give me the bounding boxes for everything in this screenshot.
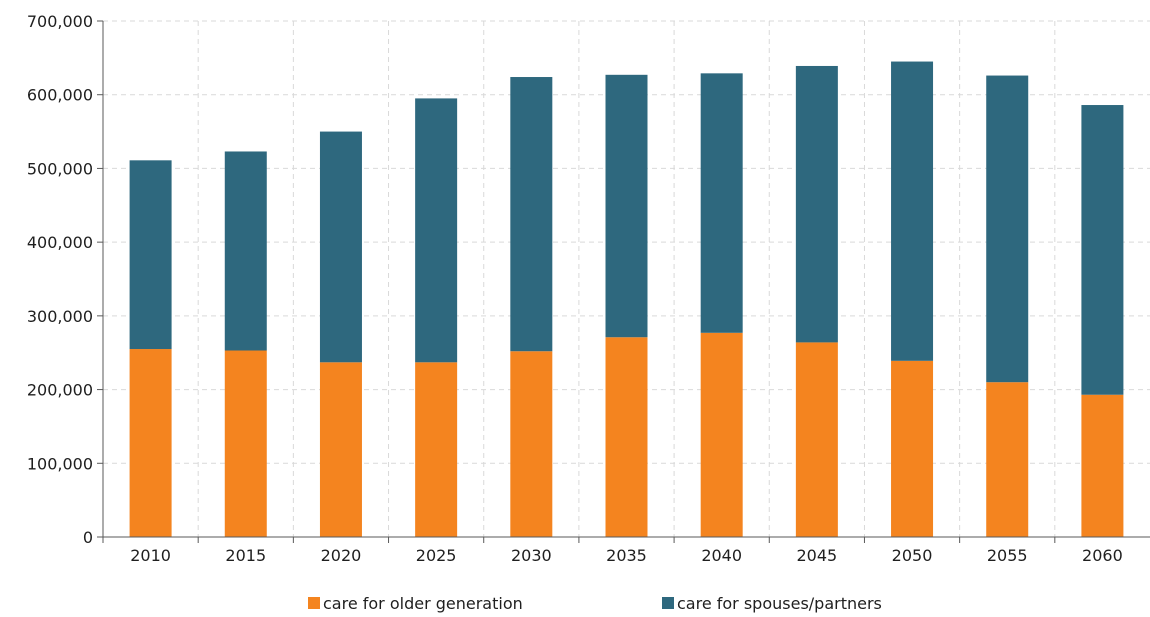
bar-spouses-partners-2045	[795, 65, 838, 343]
axes	[97, 21, 1150, 538]
bar-older-generation-2030	[510, 351, 553, 537]
x-tick-label: 2050	[892, 546, 933, 565]
y-tick-label: 0	[83, 528, 93, 547]
y-axis-ticks: 0 100,000 200,000 300,000 400,000 500,000 600,…	[27, 12, 103, 547]
y-tick-label: 100,000	[27, 454, 93, 473]
x-tick-label: 2025	[416, 546, 457, 565]
legend-item-older-generation: care for older generation	[308, 594, 523, 613]
bar-older-generation-2050	[891, 360, 934, 537]
legend-swatch-spouses-partners	[662, 597, 674, 609]
legend-label-spouses-partners: care for spouses/partners	[677, 594, 882, 613]
x-axis-ticks: 2010 2015 2020 2025 2030 2035 2040 2045 2050 2055…	[102, 537, 1123, 565]
bar-spouses-partners-2055	[986, 75, 1029, 383]
bar-spouses-partners-2050	[891, 61, 934, 361]
bar-spouses-partners-2035	[605, 74, 648, 338]
y-tick-label: 600,000	[27, 86, 93, 105]
x-tick-label: 2030	[511, 546, 552, 565]
x-tick-label: 2035	[606, 546, 647, 565]
bar-older-generation-2025	[415, 362, 458, 537]
bar-older-generation-2015	[224, 350, 267, 537]
y-tick-label: 700,000	[27, 12, 93, 31]
legend: care for older generation care for spous…	[308, 594, 882, 613]
legend-label-older-generation: care for older generation	[323, 594, 523, 613]
x-tick-label: 2045	[797, 546, 838, 565]
x-tick-label: 2055	[987, 546, 1028, 565]
bar-older-generation-2010	[129, 349, 172, 537]
x-tick-label: 2010	[130, 546, 171, 565]
x-tick-label: 2015	[225, 546, 266, 565]
bar-spouses-partners-2025	[415, 98, 458, 363]
bar-older-generation-2045	[795, 342, 838, 537]
y-tick-label: 300,000	[27, 307, 93, 326]
bar-older-generation-2055	[986, 382, 1029, 537]
bar-spouses-partners-2060	[1081, 105, 1124, 395]
bar-spouses-partners-2020	[319, 131, 362, 363]
bar-older-generation-2035	[605, 337, 648, 537]
bar-older-generation-2060	[1081, 394, 1124, 537]
y-tick-label: 200,000	[27, 381, 93, 400]
bar-spouses-partners-2010	[129, 160, 172, 350]
bar-older-generation-2020	[319, 362, 362, 537]
bar-spouses-partners-2015	[224, 151, 267, 351]
y-tick-label: 400,000	[27, 233, 93, 252]
y-tick-label: 500,000	[27, 159, 93, 178]
bar-older-generation-2040	[700, 332, 743, 537]
x-tick-label: 2040	[701, 546, 742, 565]
bars	[129, 61, 1124, 537]
bar-spouses-partners-2030	[510, 77, 553, 352]
bar-spouses-partners-2040	[700, 73, 743, 333]
legend-swatch-older-generation	[308, 597, 320, 609]
legend-item-spouses-partners: care for spouses/partners	[662, 594, 882, 613]
x-tick-label: 2060	[1082, 546, 1123, 565]
x-tick-label: 2020	[321, 546, 362, 565]
